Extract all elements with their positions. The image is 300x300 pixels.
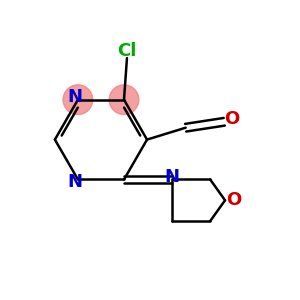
Circle shape <box>63 85 93 115</box>
Text: N: N <box>68 173 82 191</box>
Text: O: O <box>224 110 239 128</box>
Text: N: N <box>68 88 82 106</box>
Circle shape <box>109 85 139 115</box>
Text: O: O <box>226 191 242 209</box>
Text: N: N <box>164 167 179 185</box>
Text: Cl: Cl <box>117 42 137 60</box>
